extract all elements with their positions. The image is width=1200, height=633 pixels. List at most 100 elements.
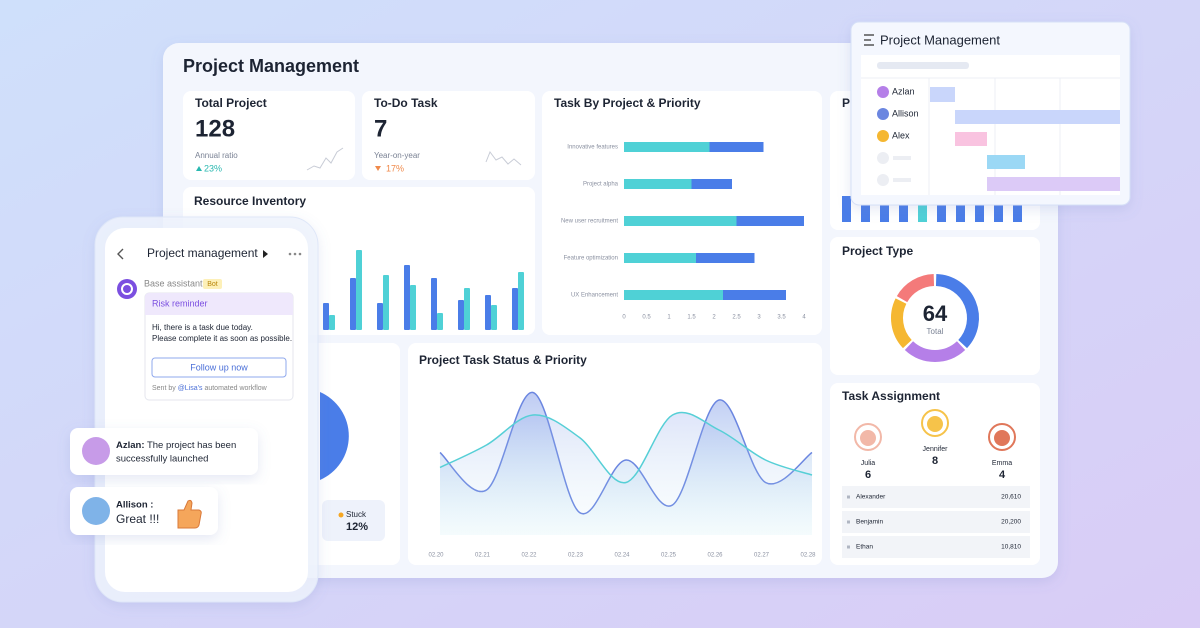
- row-cell: Ethan: [856, 544, 873, 551]
- person-count: 4: [999, 469, 1006, 481]
- gantt-grid: [861, 77, 1120, 195]
- x-tick-label: 2: [712, 315, 716, 321]
- gantt-bars: [877, 86, 1120, 191]
- phone-title: Project management: [147, 246, 258, 260]
- row-cell: Alexander: [856, 494, 886, 501]
- bar: [383, 275, 389, 330]
- x-tick-label: 4: [802, 315, 806, 321]
- card-change: 17%: [386, 163, 404, 173]
- donut-label: Total: [927, 327, 944, 336]
- bar: [518, 272, 524, 330]
- card-value: 7: [374, 115, 387, 142]
- thumbs-up: [177, 499, 202, 529]
- x-tick-label: 02.24: [614, 553, 630, 559]
- donut-chart: [891, 274, 979, 362]
- gantt-name: Alex: [892, 130, 910, 140]
- category-label: Feature optimization: [564, 256, 618, 262]
- person-count: 8: [932, 455, 938, 467]
- mini-bars: [842, 196, 1022, 222]
- avatar: [82, 497, 110, 525]
- status-dot: [338, 512, 344, 518]
- reminder-text: Hi, there is a task due today.: [152, 323, 253, 332]
- row-bg: [842, 511, 1030, 533]
- bar: [624, 216, 737, 226]
- bot-avatar: [117, 279, 137, 299]
- follow-button-text[interactable]: Follow up now: [190, 362, 248, 372]
- gantt-icon: [864, 34, 874, 46]
- x-tick-label: 02.26: [707, 553, 723, 559]
- row-bg: [842, 536, 1030, 558]
- bar: [723, 290, 786, 300]
- row-cell: Benjamin: [856, 519, 883, 526]
- row-cell: 20,610: [1001, 494, 1021, 501]
- row-cell: 20,200: [1001, 519, 1021, 526]
- badge: [203, 279, 222, 289]
- row-cell: 10,810: [1001, 544, 1021, 551]
- card-title: Total Project: [195, 96, 267, 110]
- bar: [624, 253, 696, 263]
- x-tick-label: 1: [667, 315, 671, 321]
- reminder-footer: Sent by @Lisa's automated workflow: [152, 385, 268, 392]
- chat-bubble: [70, 428, 258, 475]
- donut-segment: [896, 274, 935, 303]
- status-value: 12%: [346, 521, 368, 533]
- resource-chart: [323, 250, 524, 330]
- bar: [377, 303, 383, 330]
- status-chart: 02.20 02.21 02.22 02.23 02.24 02.25 02.26 02.27…: [428, 391, 816, 559]
- bar: [736, 216, 804, 226]
- category-label: UX Enhancement: [571, 293, 618, 299]
- avatar-face: [927, 416, 943, 432]
- reminder-title: Risk reminder: [152, 298, 208, 308]
- person-name: Julia: [861, 460, 876, 467]
- donut-segment: [935, 274, 979, 349]
- x-tick-label: 3.5: [777, 315, 786, 321]
- bar: [512, 288, 518, 330]
- card-title: P: [842, 96, 850, 110]
- area: [440, 412, 812, 535]
- card-value: 128: [195, 115, 235, 142]
- row-icon: [847, 545, 850, 549]
- gantt-name: Azlan: [892, 86, 915, 96]
- bar: [458, 300, 464, 330]
- x-tick-label: 1.5: [687, 315, 696, 321]
- category-label: New user recruitment: [561, 219, 618, 225]
- donut-total: 64: [923, 301, 948, 326]
- x-tick-label: 2.5: [732, 315, 741, 321]
- row-icon: [847, 520, 850, 524]
- x-tick-label: 02.27: [754, 553, 770, 559]
- bot-icon: [121, 283, 133, 295]
- donut-segment: [904, 341, 966, 362]
- category-label: Project alpha: [583, 182, 619, 188]
- card-title: To-Do Task: [374, 96, 438, 110]
- assignment: Julia 6 Jennifer 8 Emma 4 Alexander 20,610 Benja…: [842, 409, 1030, 558]
- chat-name: Allison :: [116, 500, 153, 511]
- mention: @Lisa's: [178, 385, 203, 392]
- sparkline: [306, 147, 344, 171]
- bar: [624, 290, 723, 300]
- title-arrow: [263, 250, 268, 258]
- more-button[interactable]: [288, 252, 302, 256]
- line: [439, 411, 813, 484]
- card-title: Resource Inventory: [194, 194, 306, 208]
- category-label: Innovative features: [567, 145, 618, 151]
- follow-button[interactable]: [151, 357, 287, 378]
- person-name: Emma: [992, 460, 1012, 467]
- footer-text: Sent by: [152, 385, 176, 392]
- chat-message: The project has been: [147, 440, 236, 451]
- gantt-body: [861, 55, 1120, 195]
- row-bg: [842, 486, 1030, 508]
- bar: [356, 250, 362, 330]
- x-tick-label: 02.22: [521, 553, 537, 559]
- placeholder: [877, 62, 969, 69]
- chat-message: successfully launched: [116, 454, 208, 465]
- back-button[interactable]: [117, 248, 124, 260]
- card-title: Task Assignment: [842, 389, 940, 403]
- chat-name: Azlan:: [116, 440, 145, 451]
- bar: [464, 288, 470, 330]
- card-change: 23%: [204, 163, 222, 173]
- x-tick-label: 02.25: [661, 553, 677, 559]
- donut-segment: [891, 298, 912, 349]
- bar: [624, 142, 710, 152]
- bar: [323, 303, 329, 330]
